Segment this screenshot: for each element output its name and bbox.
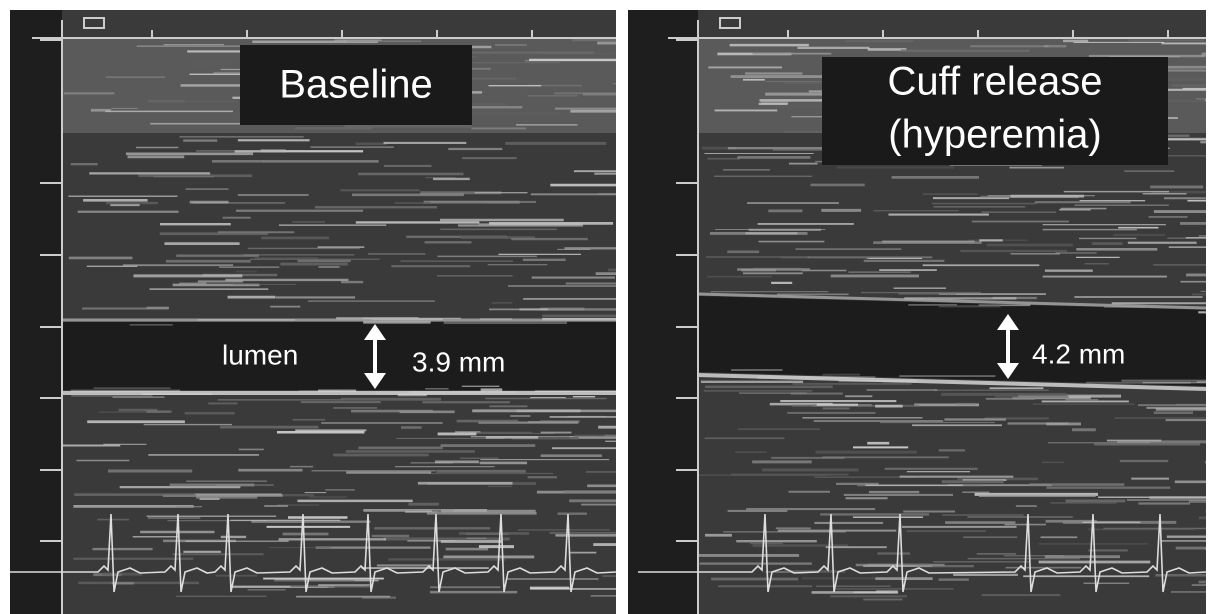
lumen <box>62 322 616 390</box>
measurement: 4.2 mm <box>1032 338 1125 369</box>
panel-margin <box>628 10 698 614</box>
depth-marker <box>719 17 741 29</box>
arrow-head <box>364 324 386 340</box>
panel-margin <box>10 10 62 614</box>
panel-label: Baseline <box>279 63 432 107</box>
panel-label: Cuff release <box>888 60 1103 104</box>
panel-label: (hyperemia) <box>888 113 1101 157</box>
measurement-arrow <box>997 314 1019 379</box>
lumen <box>698 296 1206 386</box>
arrow-head <box>997 363 1019 379</box>
lumen-label: lumen <box>222 339 298 370</box>
arrow-head <box>997 314 1019 330</box>
ecg-trace <box>638 513 1206 593</box>
arrow-head <box>364 373 386 389</box>
measurement-arrow <box>364 324 386 389</box>
label-box <box>822 57 1168 165</box>
annotations: Baseline lumen 3.9 mm Cuff release (hype… <box>222 45 1168 389</box>
ecg-trace <box>10 513 616 593</box>
depth-marker <box>83 17 105 29</box>
measurement: 3.9 mm <box>412 346 505 377</box>
vessel-wall <box>697 373 1206 391</box>
vessel-wall <box>697 292 1206 310</box>
label-box <box>240 45 472 125</box>
